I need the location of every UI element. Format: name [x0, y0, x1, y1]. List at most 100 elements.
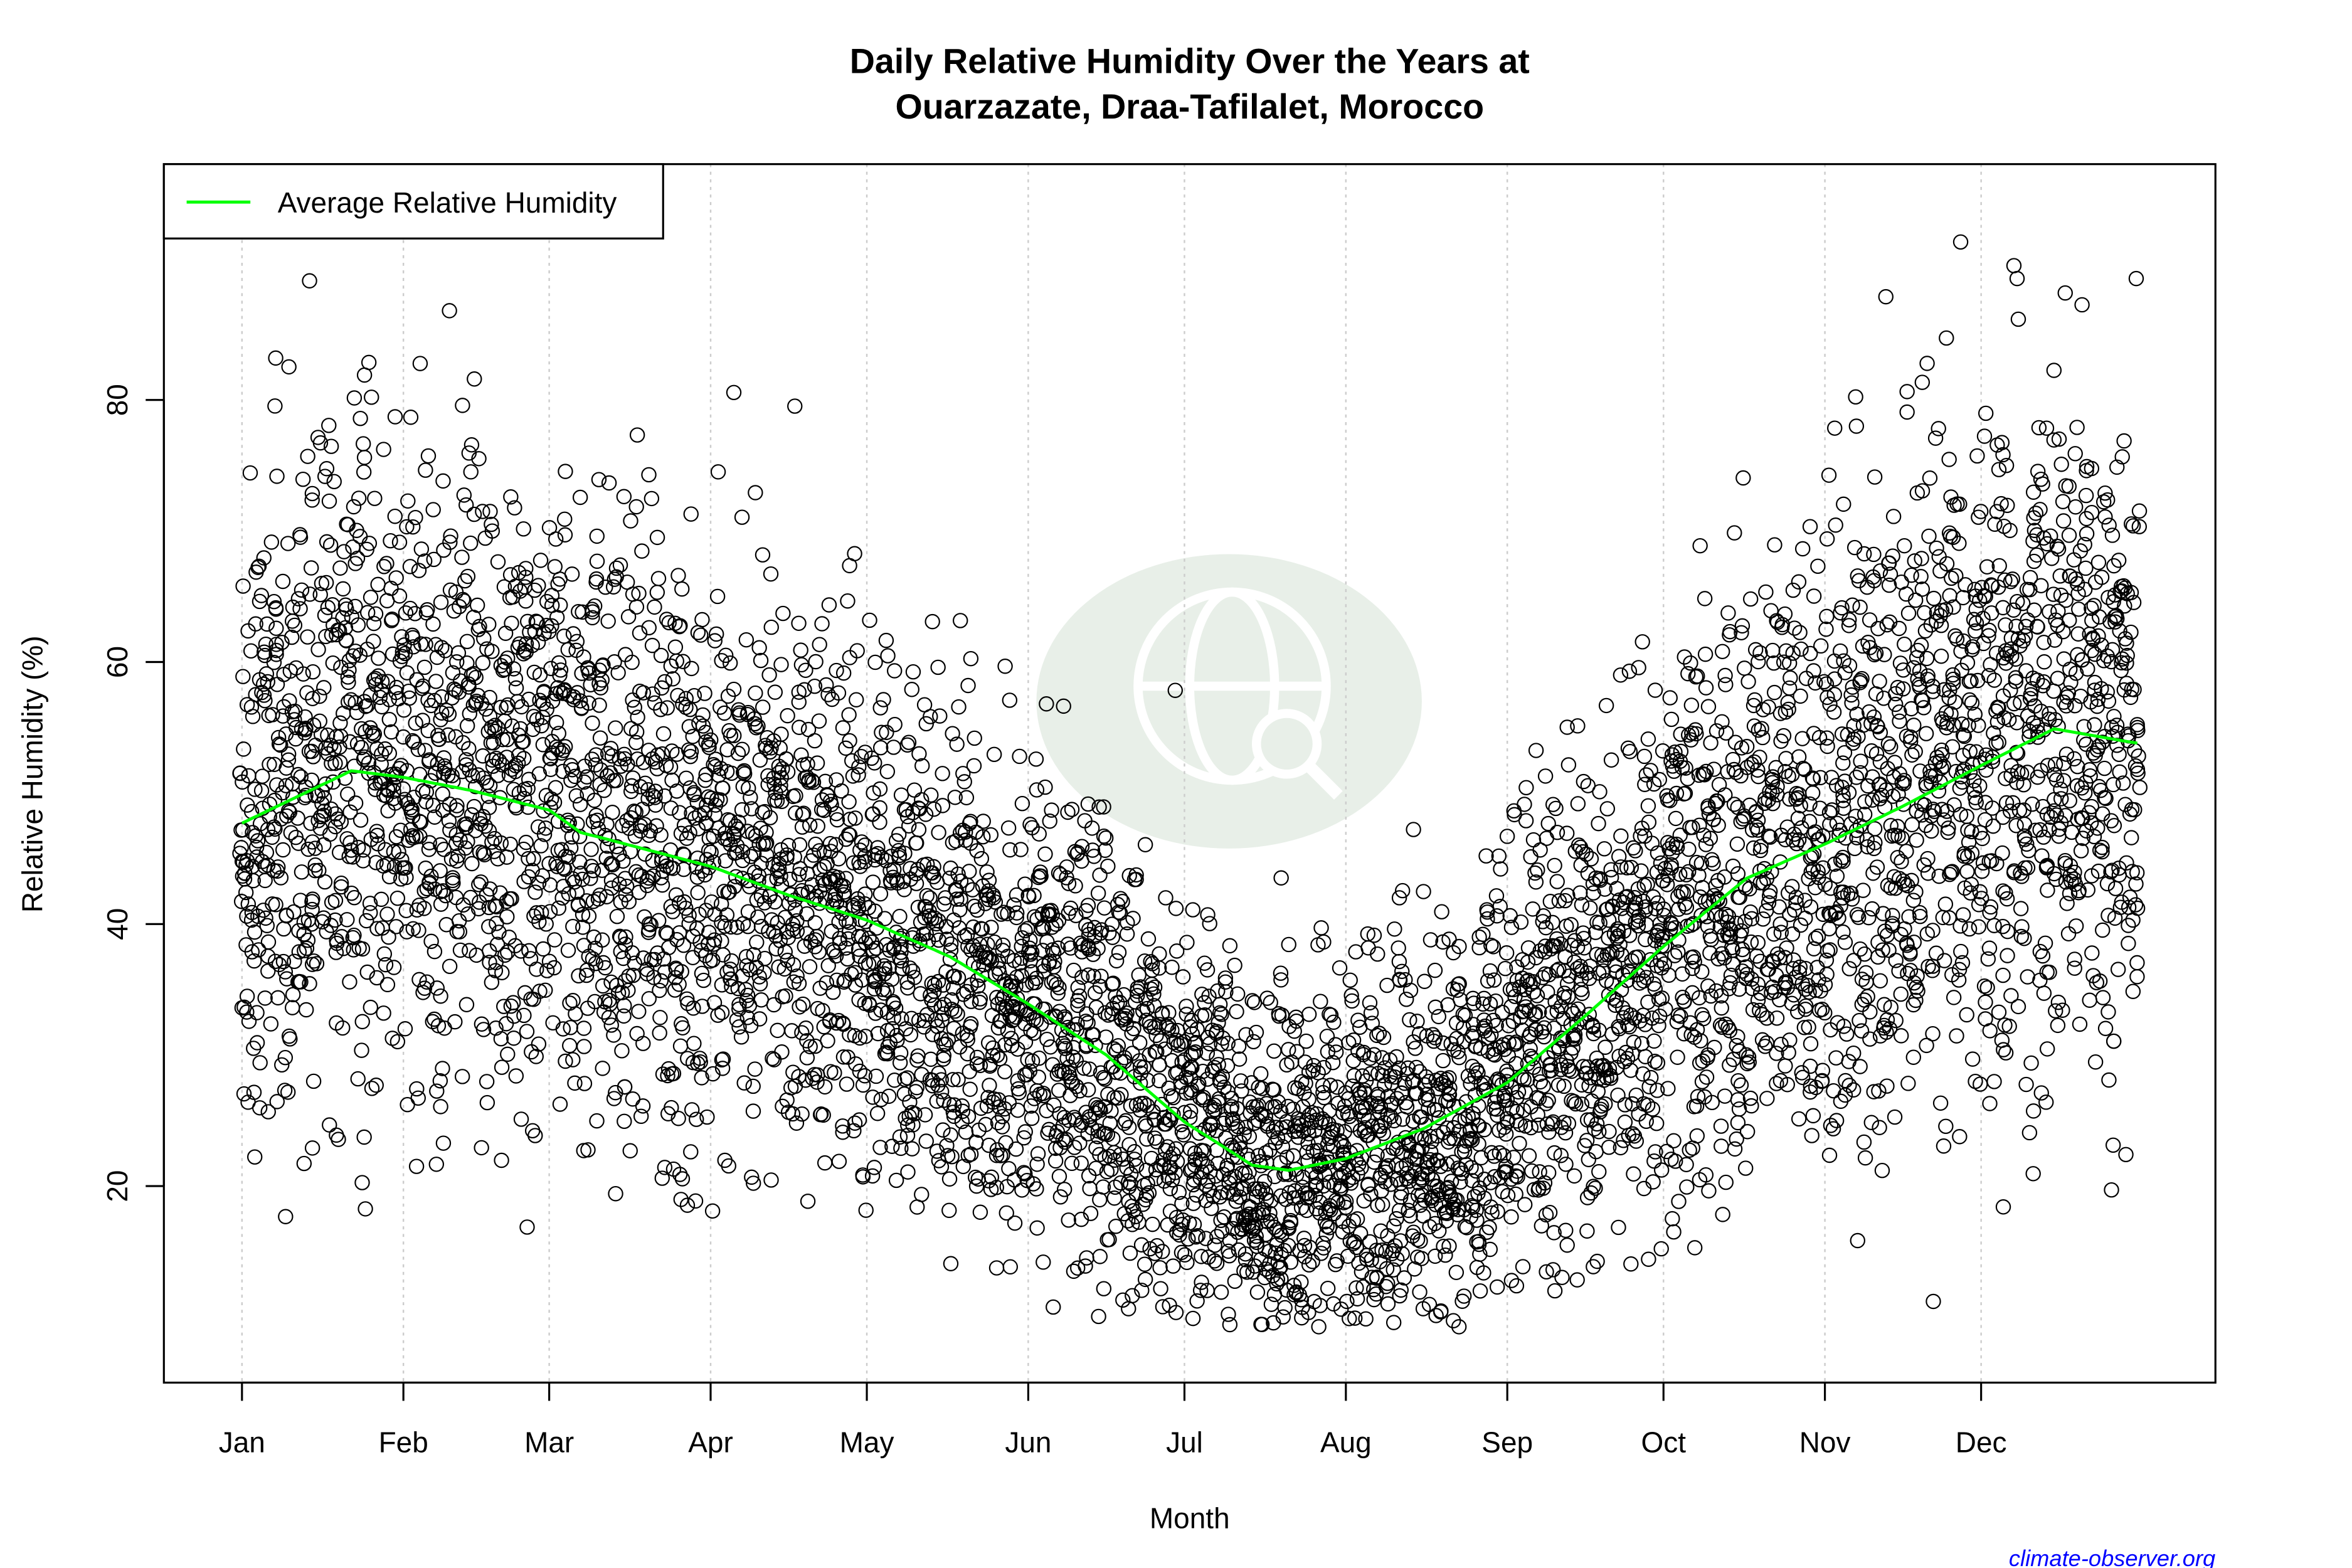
data-point — [722, 655, 738, 671]
data-point — [1471, 1234, 1486, 1249]
data-point — [376, 442, 391, 457]
data-point — [1152, 1017, 1167, 1032]
data-point — [316, 680, 332, 696]
data-point — [1349, 1291, 1365, 1307]
data-point — [1095, 1179, 1111, 1195]
data-point — [661, 615, 677, 631]
data-point — [893, 939, 909, 955]
data-point — [1592, 915, 1608, 931]
data-point — [1522, 977, 1538, 992]
data-point — [1396, 1270, 1412, 1286]
data-point — [1057, 1038, 1073, 1054]
data-point — [604, 880, 620, 896]
data-point — [433, 988, 448, 1004]
data-point — [969, 1049, 985, 1066]
data-point — [994, 991, 1010, 1007]
data-point — [318, 628, 334, 645]
data-point — [635, 1098, 651, 1114]
data-point — [253, 588, 270, 603]
data-point — [579, 769, 595, 785]
data-point — [877, 961, 893, 977]
data-point — [1025, 975, 1041, 991]
data-point — [1541, 967, 1557, 983]
data-point — [704, 894, 719, 910]
data-point — [632, 823, 649, 839]
data-point — [1227, 957, 1242, 973]
data-point — [1197, 955, 1212, 971]
data-point — [1149, 1237, 1165, 1254]
data-point — [1427, 962, 1443, 978]
data-point — [1394, 1246, 1410, 1262]
data-point — [1176, 1034, 1192, 1050]
data-point — [615, 853, 631, 869]
data-point — [617, 1079, 633, 1095]
data-point — [941, 1202, 957, 1219]
data-point — [632, 779, 649, 795]
data-point — [1168, 1305, 1184, 1320]
data-point — [1125, 1217, 1140, 1232]
data-point — [442, 303, 457, 319]
data-point — [798, 662, 813, 679]
data-point — [324, 755, 339, 771]
data-point — [1777, 1058, 1793, 1074]
data-point — [651, 913, 667, 928]
data-point — [876, 692, 891, 707]
data-point — [246, 1084, 262, 1100]
data-point — [1730, 1115, 1746, 1131]
data-point — [1200, 1173, 1216, 1189]
data-point — [851, 1112, 867, 1128]
data-point — [830, 685, 847, 701]
data-point — [1353, 1160, 1369, 1176]
data-point — [1407, 1261, 1422, 1277]
data-point — [376, 946, 393, 962]
data-point — [1553, 1148, 1569, 1163]
data-point — [909, 1079, 924, 1096]
data-point — [1340, 1106, 1356, 1122]
data-point — [894, 928, 910, 944]
data-point — [1534, 1218, 1550, 1234]
data-point — [252, 1100, 268, 1116]
data-point — [802, 959, 818, 975]
data-point — [353, 739, 369, 756]
data-point — [1525, 974, 1541, 990]
data-point — [267, 953, 283, 970]
data-point — [1554, 1269, 1570, 1285]
data-point — [482, 708, 498, 724]
data-point — [745, 1103, 761, 1119]
data-point — [548, 531, 564, 547]
data-point — [1369, 1242, 1384, 1258]
data-point — [1051, 980, 1067, 995]
data-point — [773, 657, 789, 672]
data-point — [1536, 1020, 1552, 1036]
data-point — [1180, 1231, 1196, 1247]
data-point — [983, 1169, 1000, 1185]
data-point — [526, 850, 541, 867]
data-point — [347, 695, 363, 711]
data-point — [1022, 817, 1038, 832]
data-point — [508, 680, 524, 696]
data-point — [1319, 1219, 1335, 1234]
data-point — [743, 790, 758, 805]
data-point — [588, 955, 604, 972]
data-point — [855, 1167, 871, 1183]
data-point — [811, 713, 827, 729]
data-point — [1323, 1078, 1338, 1093]
data-point — [879, 763, 896, 780]
data-point — [569, 685, 585, 701]
data-point — [747, 1061, 763, 1077]
data-point — [1259, 990, 1275, 1006]
data-point — [1737, 660, 1752, 676]
data-point — [714, 977, 730, 993]
data-point — [857, 896, 873, 912]
data-point — [887, 716, 903, 733]
data-point — [333, 876, 349, 891]
data-point — [478, 701, 494, 717]
data-point — [1548, 800, 1564, 817]
data-point — [1183, 1103, 1199, 1119]
data-point — [1144, 977, 1160, 992]
data-point — [1029, 782, 1045, 798]
data-point — [1588, 1143, 1604, 1160]
data-point — [1342, 1311, 1357, 1327]
data-point — [1128, 1209, 1144, 1224]
data-point — [398, 903, 414, 918]
